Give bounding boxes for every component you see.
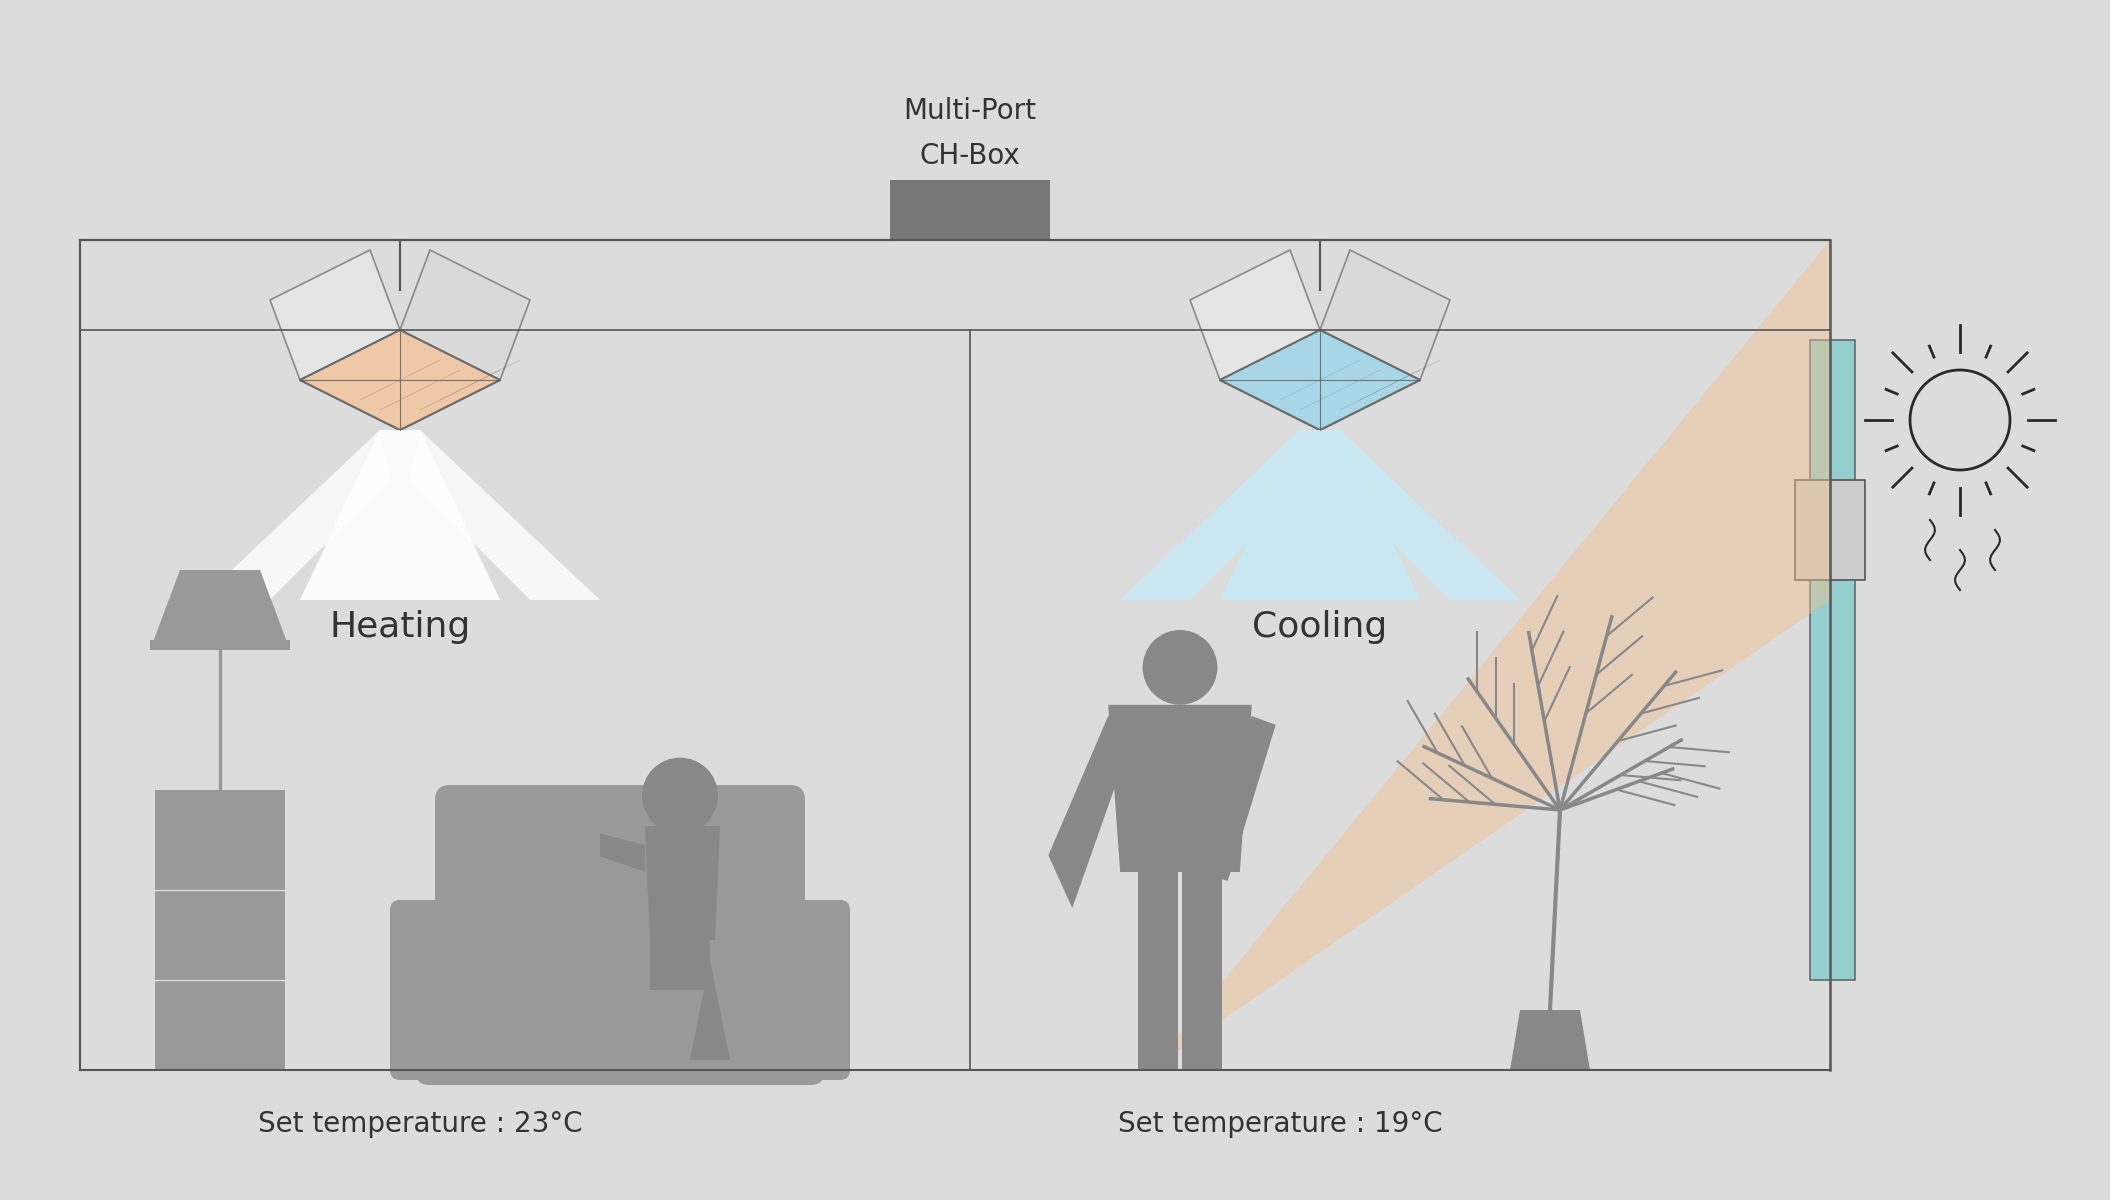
Polygon shape: [150, 570, 289, 650]
Polygon shape: [1182, 872, 1222, 1070]
Text: Multi-Port: Multi-Port: [903, 97, 1036, 125]
Polygon shape: [599, 834, 646, 871]
FancyBboxPatch shape: [435, 785, 806, 974]
Polygon shape: [1220, 430, 1420, 600]
Text: Set temperature : 19°C: Set temperature : 19°C: [1118, 1110, 1443, 1138]
Polygon shape: [300, 430, 500, 600]
Polygon shape: [200, 430, 390, 600]
Polygon shape: [1192, 716, 1277, 881]
Polygon shape: [300, 330, 500, 430]
Text: Set temperature : 23°C: Set temperature : 23°C: [257, 1110, 582, 1138]
Polygon shape: [300, 330, 500, 430]
Text: Cooling: Cooling: [1253, 610, 1388, 644]
Polygon shape: [1220, 330, 1420, 430]
Polygon shape: [1049, 716, 1133, 908]
Polygon shape: [1137, 872, 1177, 1070]
Polygon shape: [1511, 1010, 1591, 1070]
Polygon shape: [1150, 240, 1829, 1070]
Polygon shape: [270, 250, 401, 380]
FancyBboxPatch shape: [1810, 340, 1855, 980]
Polygon shape: [1190, 250, 1321, 380]
Polygon shape: [690, 960, 730, 1060]
Polygon shape: [1120, 430, 1310, 600]
Polygon shape: [1108, 704, 1251, 872]
Circle shape: [1144, 630, 1217, 704]
FancyBboxPatch shape: [154, 790, 285, 1070]
Polygon shape: [646, 826, 720, 940]
FancyBboxPatch shape: [770, 900, 850, 1080]
Polygon shape: [409, 430, 599, 600]
Text: CH-Box: CH-Box: [920, 142, 1021, 170]
Polygon shape: [150, 640, 289, 650]
Polygon shape: [1220, 330, 1420, 430]
FancyBboxPatch shape: [416, 925, 825, 1085]
Text: Heating: Heating: [329, 610, 471, 644]
FancyBboxPatch shape: [390, 900, 471, 1080]
Polygon shape: [650, 940, 709, 990]
Circle shape: [641, 757, 717, 834]
Polygon shape: [1321, 250, 1450, 380]
Polygon shape: [1329, 430, 1519, 600]
FancyBboxPatch shape: [1796, 480, 1865, 580]
Polygon shape: [401, 250, 530, 380]
FancyBboxPatch shape: [890, 180, 1051, 240]
